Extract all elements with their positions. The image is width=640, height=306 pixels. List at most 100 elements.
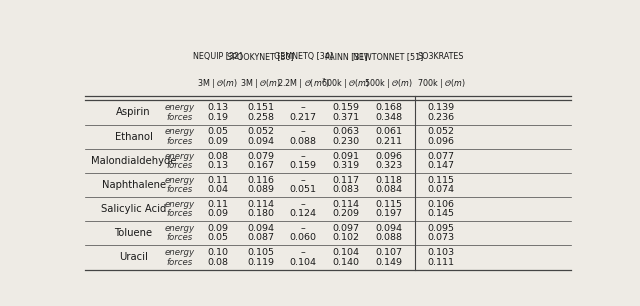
- Text: 0.119: 0.119: [247, 258, 274, 267]
- Text: –: –: [301, 248, 305, 257]
- Text: NEWTONNET [51]: NEWTONNET [51]: [353, 52, 424, 61]
- Text: 0.09: 0.09: [207, 137, 228, 146]
- Text: 0.097: 0.097: [332, 224, 359, 233]
- Text: 0.139: 0.139: [428, 103, 454, 112]
- Text: PAINN [31]: PAINN [31]: [324, 52, 367, 61]
- Text: 600k | $\mathcal{O}(m)$: 600k | $\mathcal{O}(m)$: [321, 77, 371, 90]
- Text: 0.087: 0.087: [247, 233, 274, 242]
- Text: 0.118: 0.118: [375, 176, 402, 185]
- Text: 0.094: 0.094: [247, 137, 274, 146]
- Text: 0.104: 0.104: [290, 258, 317, 267]
- Text: 0.084: 0.084: [375, 185, 402, 194]
- Text: 0.095: 0.095: [428, 224, 454, 233]
- Text: Toluene: Toluene: [115, 228, 152, 238]
- Text: energy: energy: [164, 152, 195, 161]
- Text: 0.089: 0.089: [247, 185, 274, 194]
- Text: energy: energy: [164, 176, 195, 185]
- Text: 0.197: 0.197: [375, 209, 402, 218]
- Text: 0.117: 0.117: [332, 176, 359, 185]
- Text: 0.08: 0.08: [207, 152, 228, 161]
- Text: 0.19: 0.19: [207, 113, 228, 121]
- Text: –: –: [301, 152, 305, 161]
- Text: 0.348: 0.348: [375, 113, 402, 121]
- Text: 0.083: 0.083: [332, 185, 360, 194]
- Text: forces: forces: [166, 258, 193, 267]
- Text: 3M | $\mathcal{O}(m)$: 3M | $\mathcal{O}(m)$: [197, 77, 238, 90]
- Text: 0.096: 0.096: [428, 137, 454, 146]
- Text: energy: energy: [164, 200, 195, 209]
- Text: 0.052: 0.052: [428, 128, 454, 136]
- Text: 0.217: 0.217: [290, 113, 317, 121]
- Text: Uracil: Uracil: [119, 252, 148, 263]
- Text: 0.209: 0.209: [332, 209, 359, 218]
- Text: 0.096: 0.096: [375, 152, 402, 161]
- Text: GEMNETQ [34]: GEMNETQ [34]: [274, 52, 333, 61]
- Text: NEQUIP [32]: NEQUIP [32]: [193, 52, 243, 61]
- Text: –: –: [301, 200, 305, 209]
- Text: 0.107: 0.107: [375, 248, 402, 257]
- Text: 0.061: 0.061: [375, 128, 402, 136]
- Text: 0.088: 0.088: [375, 233, 402, 242]
- Text: –: –: [301, 176, 305, 185]
- Text: 0.060: 0.060: [290, 233, 317, 242]
- Text: forces: forces: [166, 113, 193, 121]
- Text: Naphthalene: Naphthalene: [102, 180, 166, 190]
- Text: 0.091: 0.091: [332, 152, 359, 161]
- Text: 0.323: 0.323: [375, 161, 402, 170]
- Text: 0.115: 0.115: [428, 176, 454, 185]
- Text: 0.114: 0.114: [332, 200, 359, 209]
- Text: 0.11: 0.11: [207, 200, 228, 209]
- Text: 0.106: 0.106: [428, 200, 454, 209]
- Text: forces: forces: [166, 209, 193, 218]
- Text: forces: forces: [166, 185, 193, 194]
- Text: 0.236: 0.236: [428, 113, 454, 121]
- Text: 0.124: 0.124: [290, 209, 317, 218]
- Text: forces: forces: [166, 233, 193, 242]
- Text: 2.2M | $\mathcal{O}(m^3)$: 2.2M | $\mathcal{O}(m^3)$: [277, 76, 330, 91]
- Text: 0.13: 0.13: [207, 161, 228, 170]
- Text: 0.079: 0.079: [247, 152, 274, 161]
- Text: forces: forces: [166, 137, 193, 146]
- Text: 0.168: 0.168: [375, 103, 402, 112]
- Text: 0.145: 0.145: [428, 209, 454, 218]
- Text: 0.319: 0.319: [332, 161, 360, 170]
- Text: SPOOKYNET [30]: SPOOKYNET [30]: [227, 52, 294, 61]
- Text: energy: energy: [164, 103, 195, 112]
- Text: Aspirin: Aspirin: [116, 107, 151, 118]
- Text: 0.073: 0.073: [428, 233, 454, 242]
- Text: 0.140: 0.140: [332, 258, 359, 267]
- Text: 0.115: 0.115: [375, 200, 402, 209]
- Text: –: –: [301, 224, 305, 233]
- Text: 0.149: 0.149: [375, 258, 402, 267]
- Text: 0.05: 0.05: [207, 233, 228, 242]
- Text: 0.13: 0.13: [207, 103, 228, 112]
- Text: forces: forces: [166, 161, 193, 170]
- Text: 0.180: 0.180: [247, 209, 274, 218]
- Text: –: –: [301, 128, 305, 136]
- Text: 0.104: 0.104: [332, 248, 359, 257]
- Text: 0.051: 0.051: [290, 185, 317, 194]
- Text: 0.04: 0.04: [207, 185, 228, 194]
- Text: 0.11: 0.11: [207, 176, 228, 185]
- Text: 0.094: 0.094: [247, 224, 274, 233]
- Text: 0.094: 0.094: [375, 224, 402, 233]
- Text: 0.114: 0.114: [247, 200, 274, 209]
- Text: 0.077: 0.077: [428, 152, 454, 161]
- Text: 0.103: 0.103: [428, 248, 454, 257]
- Text: 0.08: 0.08: [207, 258, 228, 267]
- Text: 0.09: 0.09: [207, 224, 228, 233]
- Text: energy: energy: [164, 128, 195, 136]
- Text: 0.063: 0.063: [332, 128, 360, 136]
- Text: 0.088: 0.088: [290, 137, 317, 146]
- Text: 0.074: 0.074: [428, 185, 454, 194]
- Text: 0.116: 0.116: [247, 176, 274, 185]
- Text: Salicylic Acid: Salicylic Acid: [101, 204, 166, 214]
- Text: energy: energy: [164, 248, 195, 257]
- Text: 0.159: 0.159: [290, 161, 317, 170]
- Text: 0.371: 0.371: [332, 113, 360, 121]
- Text: 0.258: 0.258: [247, 113, 274, 121]
- Text: 0.159: 0.159: [332, 103, 359, 112]
- Text: SO3KRATES: SO3KRATES: [418, 52, 465, 61]
- Text: Ethanol: Ethanol: [115, 132, 152, 142]
- Text: 0.230: 0.230: [332, 137, 360, 146]
